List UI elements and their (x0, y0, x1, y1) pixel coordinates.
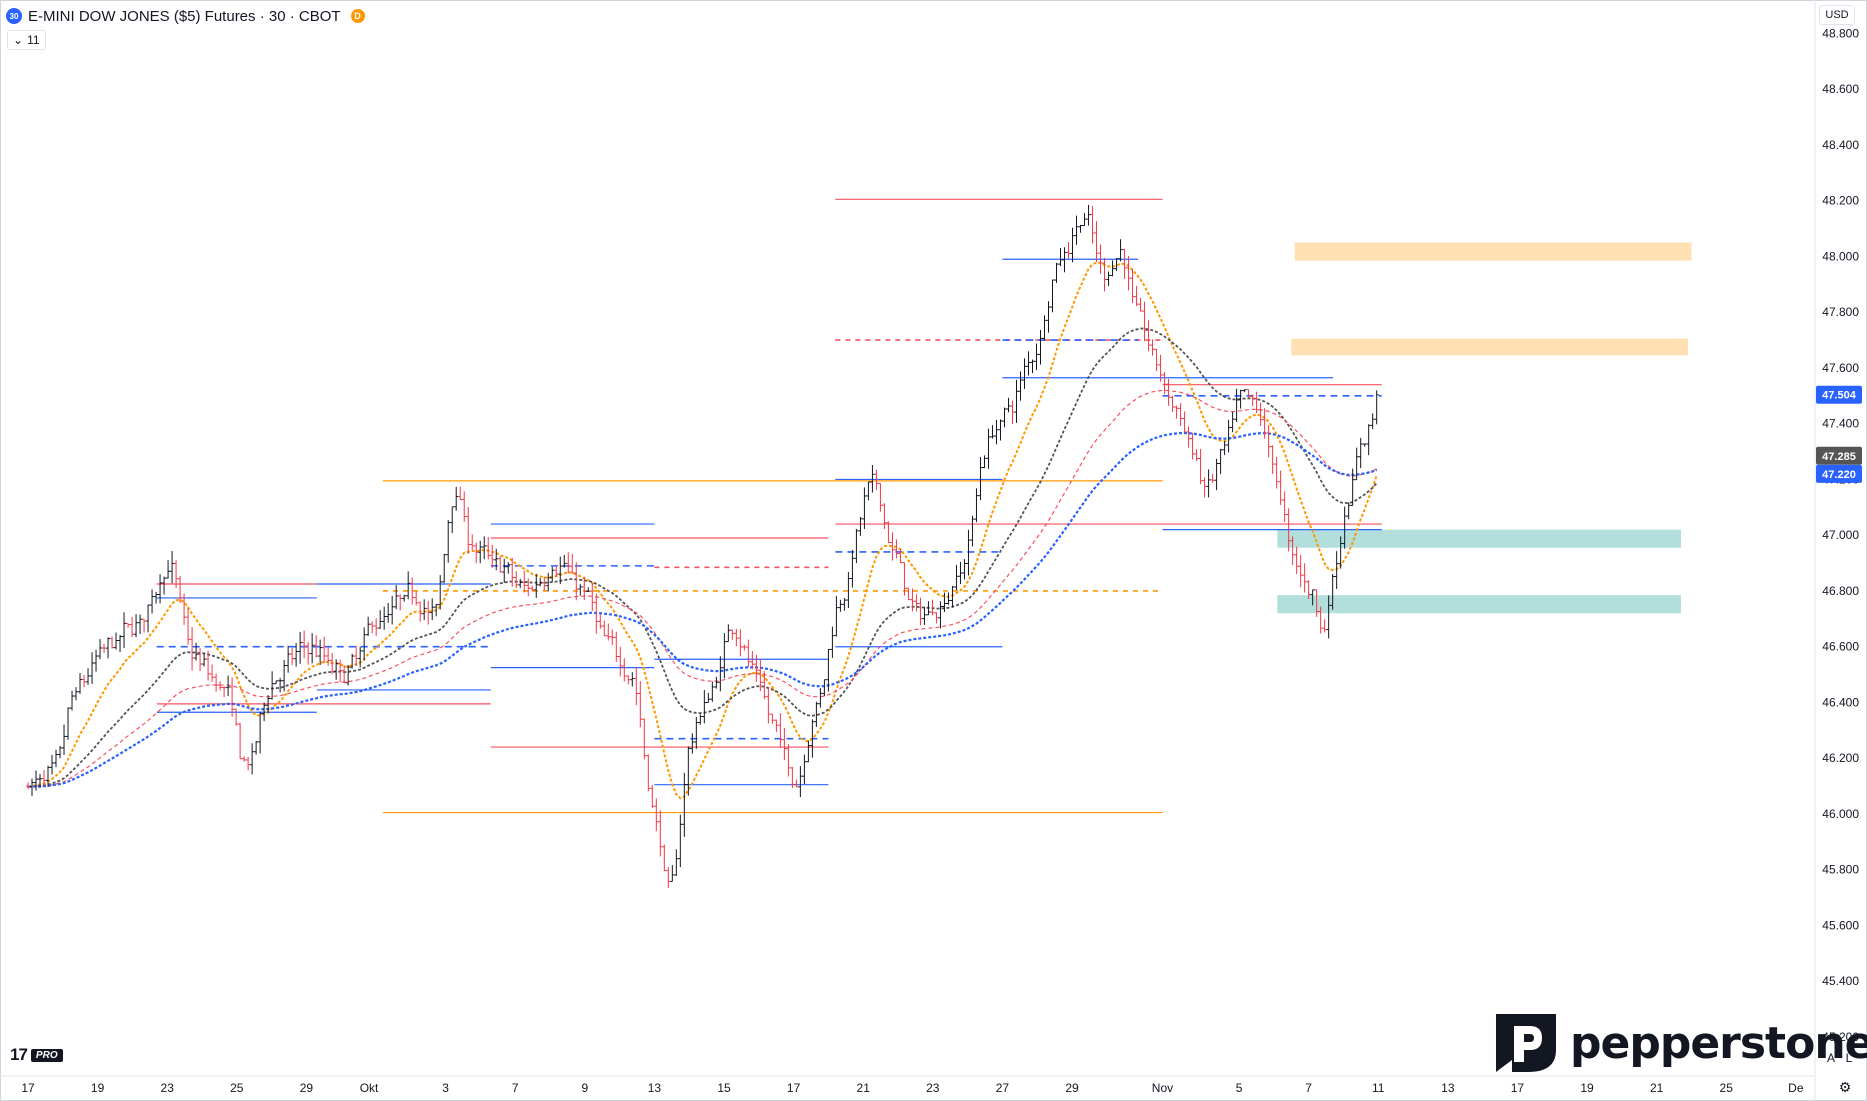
time-tick-17: 5 (1236, 1081, 1243, 1095)
time-axis[interactable]: 17 19 23 25 29 Okt 3 7 9 13 15 17 21 23 27 29 Nov 5 7 11 13 1… (21, 1081, 1804, 1095)
price-tick-16: 45.600 (1822, 918, 1859, 932)
time-tick-5: Okt (360, 1081, 379, 1095)
ema-slow-line (27, 389, 1377, 788)
tradingview-logo[interactable]: 17 PRO (10, 1045, 63, 1065)
price-tick-10: 46.800 (1822, 584, 1859, 598)
time-tick-8: 9 (581, 1081, 588, 1095)
zone-1 (1291, 338, 1688, 356)
log-scale-button[interactable]: L (1845, 1051, 1853, 1065)
price-tick-17: 45.400 (1822, 974, 1859, 988)
time-tick-0: 17 (21, 1081, 35, 1095)
time-tick-18: 7 (1305, 1081, 1312, 1095)
tv-logo-icon: 17 (10, 1045, 28, 1064)
price-label-2: 47.220 (1822, 469, 1856, 481)
price-tick-7: 47.400 (1822, 417, 1859, 431)
time-tick-1: 19 (91, 1081, 105, 1095)
price-axis[interactable]: 48.800 48.600 48.400 48.200 48.000 47.800 47.6… (1822, 26, 1859, 1044)
levels-layer (156, 198, 1382, 814)
ema-long-line (27, 432, 1378, 788)
price-tick-14: 46.000 (1822, 807, 1859, 821)
zones-layer (1277, 242, 1692, 614)
price-tick-9: 47.000 (1822, 528, 1859, 542)
zone-3 (1277, 595, 1681, 614)
time-tick-23: 21 (1650, 1081, 1664, 1095)
price-tick-6: 47.600 (1822, 361, 1859, 375)
ema-layer (27, 261, 1378, 800)
price-tick-11: 46.600 (1822, 640, 1859, 654)
candles-layer (26, 204, 1379, 888)
zone-2 (1277, 529, 1681, 548)
pepperstone-wordmark: pepperstone (1570, 1017, 1867, 1069)
price-tick-18: 45.200 (1822, 1030, 1859, 1044)
ema-mid-line (27, 327, 1378, 788)
price-label-1: 47.285 (1822, 451, 1856, 463)
time-tick-20: 13 (1441, 1081, 1455, 1095)
time-tick-10: 15 (717, 1081, 731, 1095)
time-tick-25: De (1788, 1081, 1804, 1095)
price-tick-2: 48.400 (1822, 138, 1859, 152)
time-tick-6: 3 (442, 1081, 449, 1095)
currency-button[interactable]: USD (1819, 5, 1855, 25)
price-tick-12: 46.400 (1822, 695, 1859, 709)
time-tick-13: 23 (926, 1081, 940, 1095)
time-tick-19: 11 (1372, 1081, 1385, 1095)
chart-header: 30 E-MINI DOW JONES ($5) Futures · 30 · … (6, 5, 365, 27)
price-label-bg-1 (1816, 446, 1862, 465)
price-labels: 47.504 47.285 47.220 (1816, 385, 1862, 483)
delay-badge[interactable]: D (350, 9, 365, 23)
price-tick-3: 48.200 (1822, 194, 1859, 208)
zone-0 (1294, 242, 1692, 261)
time-tick-22: 19 (1580, 1081, 1594, 1095)
price-tick-1: 48.600 (1822, 82, 1859, 96)
auto-scale-button[interactable]: A (1826, 1051, 1835, 1065)
tv-pro-badge: PRO (30, 1048, 63, 1062)
symbol-badge[interactable]: 30 (6, 8, 22, 24)
price-label-bg-2 (1816, 464, 1862, 483)
pepperstone-logo: pepperstone (1492, 1012, 1867, 1074)
time-tick-21: 17 (1511, 1081, 1525, 1095)
time-tick-24: 25 (1720, 1081, 1734, 1095)
price-label-0: 47.504 (1822, 390, 1857, 402)
price-label-bg-0 (1816, 385, 1862, 404)
indicators-toggle[interactable]: ⌄ 11 (7, 30, 46, 50)
time-tick-12: 21 (857, 1081, 871, 1095)
chart-title[interactable]: E-MINI DOW JONES ($5) Futures · 30 · CBO… (28, 7, 341, 25)
chevron-down-icon: ⌄ (13, 33, 24, 47)
pepperstone-mark-icon (1496, 1014, 1556, 1072)
time-tick-14: 27 (996, 1081, 1010, 1095)
price-tick-15: 45.800 (1822, 863, 1859, 877)
price-tick-0: 48.800 (1822, 26, 1859, 40)
price-tick-5: 47.800 (1822, 305, 1859, 319)
time-tick-7: 7 (512, 1081, 519, 1095)
time-tick-4: 29 (300, 1081, 314, 1095)
settings-gear-icon[interactable]: ⚙ (1838, 1078, 1852, 1095)
time-tick-3: 25 (230, 1081, 244, 1095)
ema-fast-line (27, 261, 1378, 800)
time-tick-15: 29 (1065, 1081, 1079, 1095)
time-tick-16: Nov (1152, 1081, 1173, 1095)
price-tick-13: 46.200 (1822, 751, 1859, 765)
indicator-count: 11 (27, 33, 40, 47)
time-tick-11: 17 (787, 1081, 801, 1095)
time-tick-2: 23 (161, 1081, 175, 1095)
time-tick-9: 13 (648, 1081, 662, 1095)
price-tick-4: 48.000 (1822, 249, 1859, 263)
